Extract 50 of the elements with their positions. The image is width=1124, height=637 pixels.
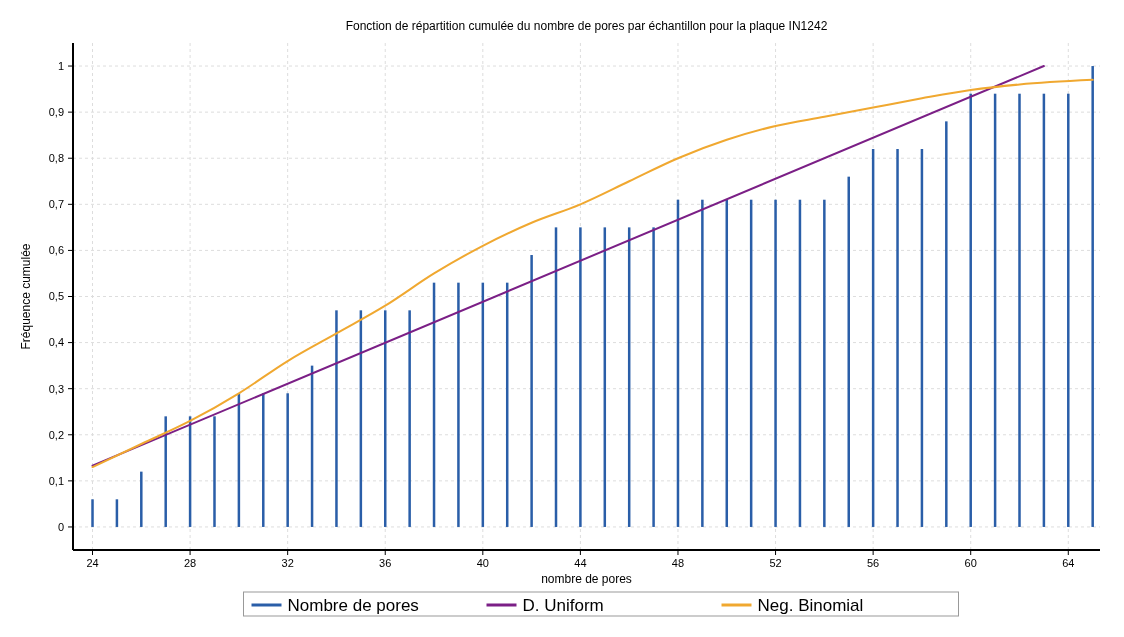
bar <box>1091 66 1094 527</box>
bar <box>91 499 94 527</box>
bar <box>457 282 460 527</box>
x-tick-label: 36 <box>379 557 392 569</box>
bar <box>847 176 850 527</box>
x-tick-label: 52 <box>769 557 782 569</box>
y-tick-label: 1 <box>57 59 64 72</box>
y-tick-label: 0,4 <box>48 336 64 349</box>
bar <box>774 199 777 527</box>
bar <box>579 227 582 527</box>
bar <box>286 393 289 527</box>
y-tick-label: 0,5 <box>48 290 64 303</box>
y-tick-label: 0 <box>57 520 64 533</box>
bar <box>969 93 972 527</box>
x-tick-label: 48 <box>671 557 685 569</box>
y-tick-label: 0,6 <box>48 244 64 257</box>
bar <box>945 121 948 527</box>
legend-label: Nombre de pores <box>287 595 419 615</box>
bar <box>335 310 338 527</box>
bar <box>408 310 411 527</box>
x-tick-label: 40 <box>476 557 489 569</box>
bar <box>823 199 826 527</box>
x-tick-label: 44 <box>574 557 587 569</box>
x-tick-label: 28 <box>183 557 197 569</box>
bar <box>652 227 655 527</box>
x-tick-label: 64 <box>1062 557 1075 569</box>
y-tick-label: 0,7 <box>48 198 64 211</box>
chart-title: Fonction de répartition cumulée du nombre de pores par échantillon pour la plaque IN1242 <box>345 19 828 33</box>
y-tick-label: 0,8 <box>48 152 64 165</box>
bar <box>262 393 265 527</box>
legend-label: D. Uniform <box>522 595 604 615</box>
y-tick-label: 0,1 <box>48 474 64 487</box>
x-tick-label: 60 <box>964 557 977 569</box>
x-tick-label: 56 <box>867 557 880 569</box>
bar <box>164 416 167 527</box>
bar <box>530 255 533 527</box>
bar <box>213 416 216 527</box>
y-tick-label: 0,3 <box>48 382 64 395</box>
bar <box>1018 93 1021 527</box>
y-tick-label: 0,9 <box>48 105 64 118</box>
x-axis-title: nombre de pores <box>541 572 632 586</box>
legend-label: Neg. Binomial <box>757 595 864 615</box>
bar <box>140 471 143 527</box>
x-tick-label: 24 <box>86 557 99 569</box>
y-axis-title: Fréquence cumulée <box>19 243 33 350</box>
bar <box>1067 93 1070 527</box>
bar <box>896 149 899 527</box>
x-tick-label: 32 <box>281 557 294 569</box>
bar <box>701 199 704 527</box>
y-tick-label: 0,2 <box>48 428 64 441</box>
